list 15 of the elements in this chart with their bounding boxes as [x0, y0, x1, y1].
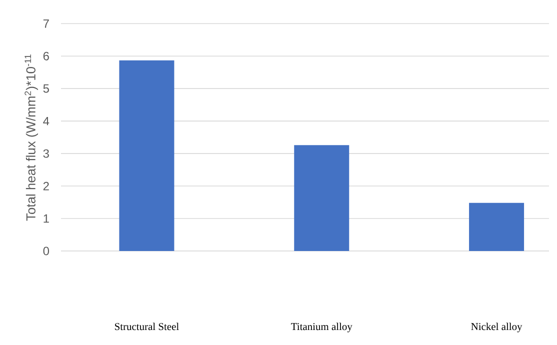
x-tick-label: Titanium alloy — [291, 322, 352, 332]
bar — [294, 145, 350, 251]
y-tick-label: 7 — [43, 20, 49, 28]
y-tick-label: 2 — [43, 182, 49, 190]
bar — [119, 60, 174, 251]
y-tick-label: 6 — [43, 52, 49, 60]
y-tick-label: 1 — [44, 214, 49, 223]
x-tick-label: Nickel alloy — [471, 322, 522, 332]
y-tick-label: 4 — [43, 116, 50, 126]
y-axis-title: Total heat flux (W/mm$^{2}$)*10$^{-11}$ — [24, 54, 38, 221]
y-tick-label: 5 — [43, 84, 49, 93]
y-tick-label: 0 — [43, 246, 50, 256]
y-tick-label: 3 — [43, 149, 49, 158]
bar — [469, 202, 524, 251]
x-tick-label: Structural Steel — [115, 322, 179, 330]
